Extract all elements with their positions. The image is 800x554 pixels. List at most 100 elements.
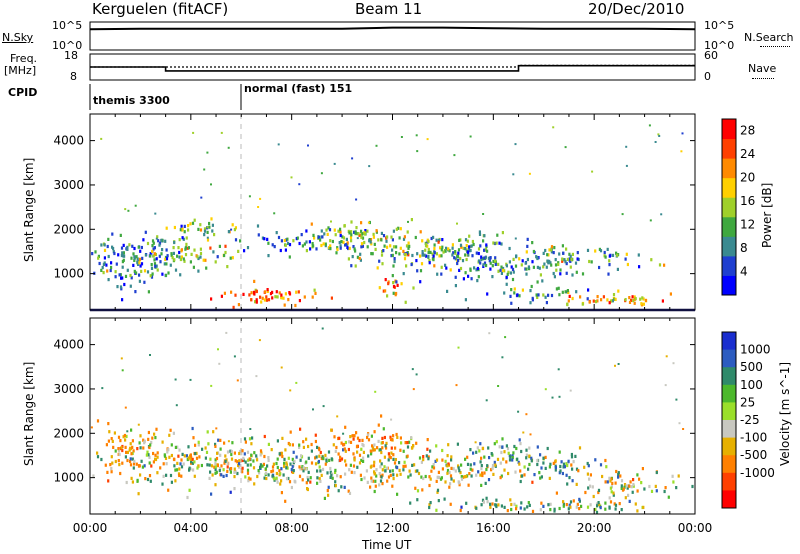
scatter-cell <box>409 501 412 505</box>
scatter-cell <box>542 461 545 465</box>
scatter-cell <box>384 278 387 282</box>
scatter-cell <box>136 257 139 261</box>
scatter-cell <box>415 134 418 137</box>
scatter-cell <box>173 258 176 262</box>
scatter-cell <box>323 496 326 500</box>
scatter-cell <box>176 254 179 258</box>
scatter-cell <box>547 293 550 297</box>
scatter-cell <box>508 458 512 462</box>
scatter-cell <box>330 428 333 432</box>
scatter-cell <box>452 251 455 255</box>
scatter-cell <box>601 474 604 479</box>
scatter-cell <box>288 443 291 447</box>
scatter-cell <box>287 241 290 245</box>
scatter-cell <box>386 479 389 483</box>
scatter-cell <box>575 467 579 471</box>
scatter-cell <box>576 251 579 255</box>
scatter-cell <box>118 463 121 467</box>
scatter-cell <box>429 501 432 505</box>
scatter-cell <box>516 457 519 461</box>
scatter-cell <box>385 446 388 450</box>
scatter-cell <box>264 290 267 294</box>
scatter-cell <box>553 507 556 511</box>
scatter-cell <box>121 265 124 269</box>
scatter-cell <box>311 295 314 299</box>
scatter-cell <box>126 458 129 463</box>
scatter-cell <box>280 296 283 300</box>
scatter-cell <box>265 476 268 481</box>
scatter-cell <box>355 226 358 230</box>
scatter-cell <box>654 484 657 488</box>
scatter-cell <box>469 135 472 138</box>
scatter-cell <box>181 236 184 240</box>
scatter-cell <box>158 254 161 258</box>
scatter-cell <box>617 289 620 293</box>
scatter-cell <box>206 151 209 154</box>
scatter-cell <box>505 275 508 279</box>
scatter-cell <box>246 471 250 475</box>
scatter-cell <box>372 232 375 236</box>
scatter-cell <box>137 245 140 249</box>
scatter-cell <box>262 462 265 466</box>
scatter-cell <box>265 295 268 299</box>
scatter-cell <box>457 346 460 349</box>
scatter-cell <box>531 509 535 513</box>
scatter-cell <box>385 441 388 445</box>
scatter-cell <box>113 431 116 435</box>
scatter-cell <box>456 261 459 266</box>
scatter-cell <box>480 255 483 259</box>
scatter-cell <box>133 258 136 262</box>
scatter-cell <box>305 437 308 441</box>
scatter-cell <box>189 378 192 381</box>
scatter-cell <box>565 473 568 477</box>
scatter-cell <box>377 238 380 242</box>
scatter-cell <box>246 450 250 454</box>
power-colorbar-cell <box>722 275 736 296</box>
scatter-cell <box>480 483 483 487</box>
scatter-cell <box>229 256 232 260</box>
beam-title: Beam 11 <box>355 0 423 18</box>
scatter-cell <box>502 266 505 271</box>
scatter-cell <box>147 437 150 441</box>
scatter-cell <box>467 253 470 257</box>
scatter-cell <box>416 469 419 473</box>
scatter-cell <box>419 280 422 284</box>
scatter-cell <box>336 247 339 251</box>
scatter-cell <box>506 447 510 451</box>
scatter-cell <box>266 237 269 241</box>
scatter-cell <box>432 258 435 262</box>
scatter-cell <box>395 280 398 284</box>
scatter-cell <box>165 473 168 477</box>
scatter-cell <box>378 259 381 263</box>
scatter-cell <box>337 452 340 456</box>
scatter-cell <box>214 483 217 487</box>
scatter-cell <box>539 508 542 512</box>
scatter-cell <box>344 459 347 463</box>
scatter-cell <box>302 466 305 470</box>
scatter-cell <box>402 468 405 472</box>
scatter-cell <box>536 256 539 261</box>
scatter-cell <box>353 458 356 462</box>
scatter-cell <box>316 469 319 473</box>
scatter-cell <box>119 439 122 443</box>
scatter-cell <box>533 473 536 477</box>
scatter-cell <box>620 479 624 483</box>
scatter-cell <box>233 470 236 474</box>
scatter-cell <box>130 256 133 260</box>
scatter-cell <box>127 209 130 212</box>
scatter-cell <box>446 468 450 473</box>
scatter-cell <box>339 233 342 238</box>
scatter-cell <box>422 458 425 462</box>
scatter-cell <box>298 445 301 449</box>
scatter-cell <box>206 430 209 434</box>
scatter-cell <box>638 477 641 481</box>
scatter-cell <box>475 251 478 255</box>
scatter-cell <box>219 438 222 442</box>
scatter-cell <box>290 468 293 472</box>
scatter-cell <box>358 461 362 465</box>
scatter-cell <box>630 485 633 489</box>
scatter-cell <box>160 252 163 256</box>
scatter-cell <box>264 467 267 471</box>
scatter-cell <box>379 459 382 463</box>
scatter-cell <box>352 437 355 441</box>
